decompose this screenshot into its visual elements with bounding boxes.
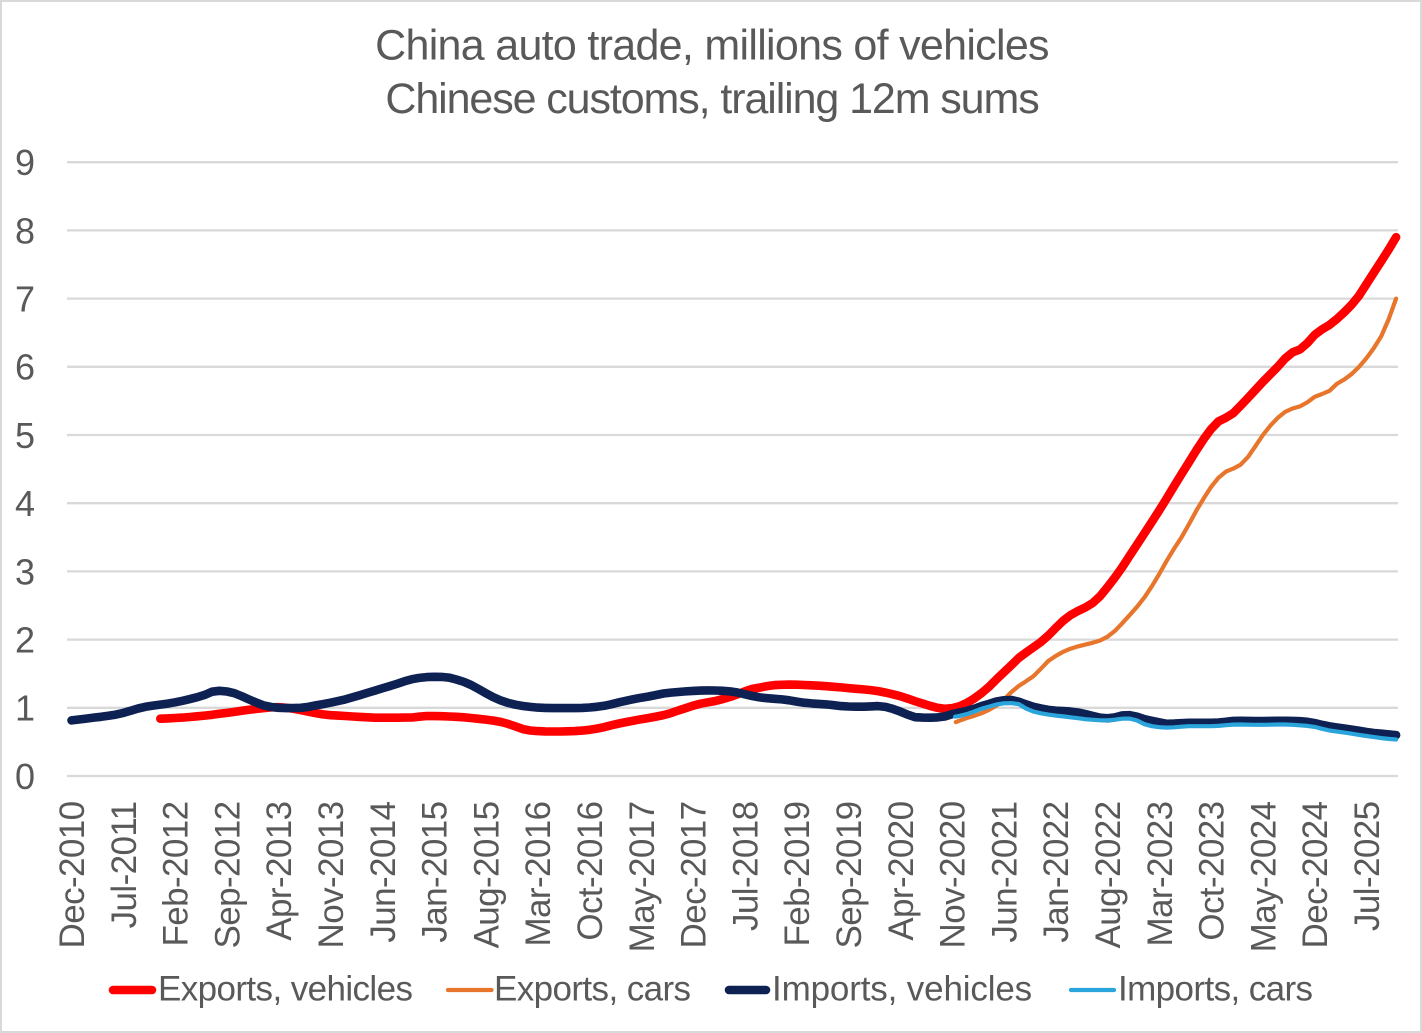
svg-text:Nov-2013: Nov-2013 [312, 802, 351, 949]
svg-text:4: 4 [15, 483, 35, 524]
svg-text:3: 3 [15, 551, 35, 592]
svg-text:Exports, cars: Exports, cars [494, 969, 691, 1008]
svg-text:China auto trade, millions of: China auto trade, millions of vehicles [375, 22, 1049, 70]
svg-text:Oct-2016: Oct-2016 [571, 802, 610, 941]
svg-text:1: 1 [15, 688, 35, 729]
svg-text:Jul-2011: Jul-2011 [105, 802, 144, 929]
svg-text:Dec-2024: Dec-2024 [1296, 801, 1335, 948]
svg-text:7: 7 [15, 279, 35, 320]
svg-text:6: 6 [15, 347, 35, 388]
svg-text:8: 8 [15, 210, 35, 251]
svg-text:Jun-2021: Jun-2021 [985, 802, 1024, 943]
svg-text:Aug-2022: Aug-2022 [1089, 802, 1128, 949]
svg-text:May-2024: May-2024 [1244, 801, 1283, 952]
svg-text:Exports, vehicles: Exports, vehicles [158, 969, 412, 1008]
svg-text:9: 9 [15, 142, 35, 183]
svg-text:Jan-2015: Jan-2015 [416, 802, 455, 943]
svg-text:Jul-2018: Jul-2018 [726, 802, 765, 931]
svg-text:Jul-2025: Jul-2025 [1348, 802, 1387, 931]
svg-text:Jun-2014: Jun-2014 [364, 801, 403, 942]
svg-text:Oct-2023: Oct-2023 [1193, 802, 1232, 941]
svg-text:2: 2 [15, 620, 35, 661]
svg-text:Feb-2012: Feb-2012 [157, 802, 196, 947]
svg-text:May-2017: May-2017 [623, 802, 662, 953]
svg-text:Dec-2017: Dec-2017 [675, 802, 714, 949]
svg-text:Sep-2012: Sep-2012 [208, 802, 247, 949]
svg-text:Feb-2019: Feb-2019 [778, 802, 817, 947]
svg-text:Jan-2022: Jan-2022 [1037, 802, 1076, 943]
svg-text:Dec-2010: Dec-2010 [53, 801, 92, 948]
svg-text:Aug-2015: Aug-2015 [467, 802, 506, 949]
svg-text:Nov-2020: Nov-2020 [934, 801, 973, 948]
svg-text:Imports, vehicles: Imports, vehicles [772, 969, 1032, 1008]
svg-text:0: 0 [15, 756, 35, 797]
svg-text:Mar-2016: Mar-2016 [519, 802, 558, 947]
svg-text:Chinese customs, trailing 12m: Chinese customs, trailing 12m sums [385, 75, 1038, 123]
svg-text:Sep-2019: Sep-2019 [830, 802, 869, 949]
svg-text:Imports, cars: Imports, cars [1118, 969, 1313, 1008]
svg-text:Apr-2013: Apr-2013 [260, 802, 299, 941]
svg-text:Mar-2023: Mar-2023 [1141, 802, 1180, 947]
svg-text:Apr-2020: Apr-2020 [882, 801, 921, 940]
svg-text:5: 5 [15, 415, 35, 456]
